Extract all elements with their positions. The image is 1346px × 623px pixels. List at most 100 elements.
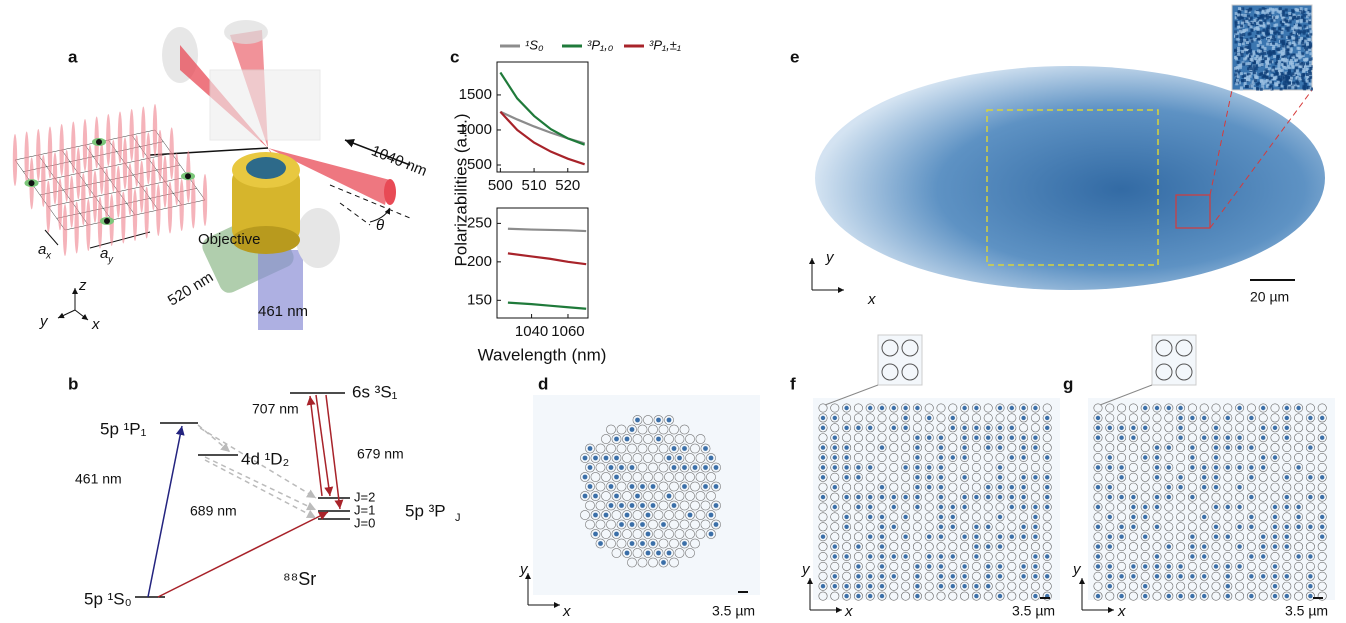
inset <box>877 334 923 386</box>
panel-label: c <box>450 47 459 66</box>
trap-site <box>1211 512 1221 522</box>
trap-site <box>1199 551 1209 561</box>
atom-signal <box>1213 485 1219 490</box>
trap-site <box>632 453 643 463</box>
atom-signal <box>1213 564 1219 569</box>
transition-label: 679 nm <box>357 446 404 462</box>
speckle <box>1299 30 1303 34</box>
atom-signal <box>927 435 932 440</box>
trap-site <box>877 443 887 453</box>
trap-site <box>842 591 852 601</box>
trap-site <box>1187 423 1197 433</box>
trap-site <box>983 571 993 581</box>
trap-site <box>912 522 922 532</box>
atom-signal <box>1225 504 1231 510</box>
trap-site <box>1152 482 1162 492</box>
atom-signal <box>950 455 955 460</box>
trap-site <box>1105 462 1115 472</box>
trap-site <box>1007 452 1017 462</box>
atom-signal <box>832 485 837 490</box>
trap-site <box>1007 542 1017 552</box>
atom-signal <box>629 522 635 527</box>
trap-site <box>1164 591 1174 601</box>
trap-site <box>1140 452 1150 462</box>
speckle <box>1252 71 1256 75</box>
speckle <box>1259 14 1263 18</box>
trap-site <box>679 481 690 492</box>
atom-signal <box>915 455 920 460</box>
trap-site <box>669 481 679 492</box>
speckle <box>1246 14 1250 18</box>
trap-site <box>637 462 648 473</box>
trap-site <box>960 482 970 492</box>
trap-site <box>1019 522 1029 532</box>
trap-site <box>971 561 981 571</box>
trap-site <box>1211 403 1221 413</box>
trap-site <box>1140 591 1150 601</box>
speckle <box>1280 35 1284 39</box>
speckle <box>1260 55 1264 59</box>
speckle <box>1300 18 1304 22</box>
atom-signal <box>1202 475 1207 480</box>
speckle <box>1301 52 1305 56</box>
trap-site <box>1199 452 1209 462</box>
trap-site <box>1317 502 1327 512</box>
trap-site <box>948 492 958 502</box>
atom-signal <box>1033 593 1038 599</box>
atom-signal <box>1272 584 1278 589</box>
speckle <box>1237 70 1241 74</box>
trap-site <box>995 522 1005 532</box>
atom-signal <box>962 584 967 589</box>
trap-site <box>1140 482 1150 492</box>
atom-signal <box>1261 554 1266 559</box>
trap-site <box>960 522 970 532</box>
trap-site <box>1317 482 1327 492</box>
trap-site <box>1270 462 1280 472</box>
trap-site <box>1019 551 1029 561</box>
speckle <box>1266 29 1270 33</box>
speckle <box>1302 31 1306 35</box>
trap-site <box>1105 591 1115 601</box>
atom-signal <box>832 504 837 510</box>
trap-site <box>1128 433 1138 443</box>
trap-site <box>936 502 946 512</box>
trap-site <box>853 403 863 413</box>
speckle <box>1308 24 1312 28</box>
trap-site <box>1235 452 1245 462</box>
speckle <box>1277 31 1281 35</box>
atom-signal <box>1320 475 1325 480</box>
panel-label: e <box>790 47 799 66</box>
trap-site <box>611 510 622 520</box>
y-tick-label: 250 <box>467 214 492 231</box>
trap-site <box>1140 571 1150 581</box>
atom-signal <box>1009 425 1014 430</box>
atom-signal <box>997 405 1003 411</box>
trap-site <box>1105 443 1115 453</box>
speckle <box>1269 60 1273 64</box>
atom-signal <box>1178 593 1183 599</box>
trap-site <box>1105 571 1115 581</box>
atom-signal <box>1033 435 1038 440</box>
trap-site <box>1258 403 1268 413</box>
atom-signal <box>1119 465 1124 470</box>
trap-site <box>830 591 840 601</box>
atom-signal <box>950 415 955 421</box>
speckle <box>1272 51 1276 55</box>
speckle <box>1234 16 1238 20</box>
trap-site <box>1019 433 1029 443</box>
speckle <box>1307 69 1311 73</box>
trap-site <box>1128 462 1138 472</box>
atom-signal <box>1202 465 1207 470</box>
trap-site <box>1199 591 1209 601</box>
speckle <box>1284 86 1288 90</box>
speckle <box>1257 57 1261 61</box>
trap-site <box>1294 462 1304 472</box>
trap-site <box>924 452 934 462</box>
speckle <box>1268 36 1272 40</box>
speckle <box>1261 31 1265 35</box>
speckle <box>1293 69 1297 73</box>
trap-site <box>1105 551 1115 561</box>
trap-site <box>1007 502 1017 512</box>
trap-site <box>865 443 875 453</box>
speckle <box>1261 21 1265 25</box>
